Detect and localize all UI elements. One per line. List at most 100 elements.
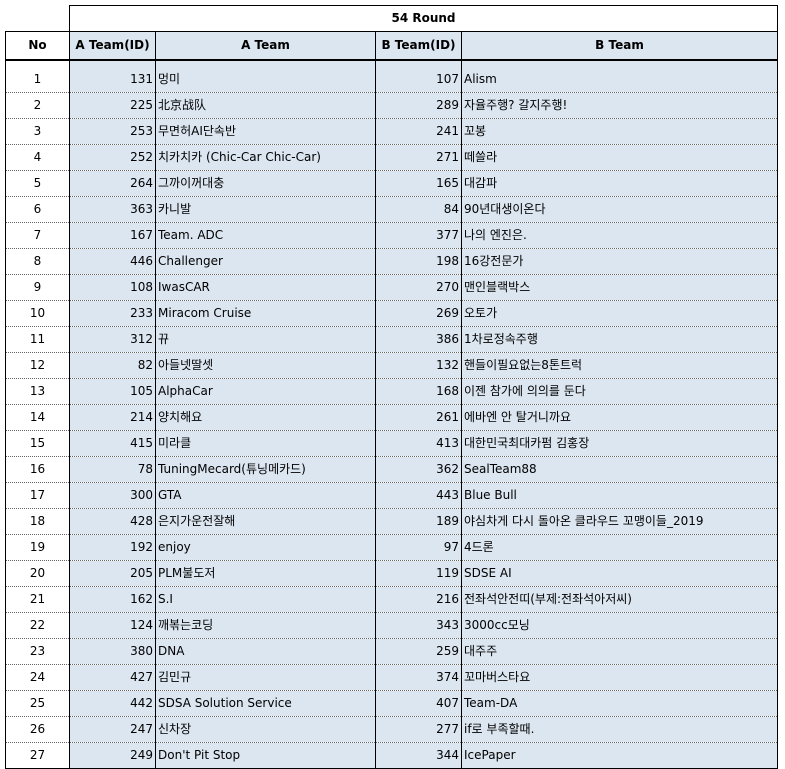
cell-b-team-id[interactable]: 198: [375, 248, 462, 275]
cell-a-team[interactable]: Don't Pit Stop: [155, 742, 376, 769]
cell-a-team-id[interactable]: 363: [69, 196, 156, 223]
cell-b-team-id[interactable]: 344: [375, 742, 462, 769]
cell-b-team-id[interactable]: 443: [375, 482, 462, 509]
cell-b-team[interactable]: 16강전문가: [461, 248, 778, 275]
cell-b-team-id[interactable]: 132: [375, 352, 462, 379]
cell-a-team-id[interactable]: 415: [69, 430, 156, 457]
cell-no[interactable]: 25: [5, 690, 70, 717]
cell-a-team[interactable]: 치카치카 (Chic-Car Chic-Car): [155, 144, 376, 171]
cell-no[interactable]: 26: [5, 716, 70, 743]
cell-a-team[interactable]: 그까이꺼대충: [155, 170, 376, 197]
cell-no[interactable]: 7: [5, 222, 70, 249]
cell-no[interactable]: 23: [5, 638, 70, 665]
cell-b-team[interactable]: 맨인블랙박스: [461, 274, 778, 301]
cell-b-team-id[interactable]: 119: [375, 560, 462, 587]
cell-b-team[interactable]: 90년대생이온다: [461, 196, 778, 223]
cell-no[interactable]: 13: [5, 378, 70, 405]
cell-a-team[interactable]: 김민규: [155, 664, 376, 691]
cell-b-team[interactable]: 전좌석안전띠(부제:전좌석아저씨): [461, 586, 778, 613]
cell-b-team[interactable]: 대한민국최대카펌 김홍장: [461, 430, 778, 457]
cell-no[interactable]: 4: [5, 144, 70, 171]
cell-b-team-id[interactable]: 413: [375, 430, 462, 457]
cell-a-team[interactable]: DNA: [155, 638, 376, 665]
cell-a-team-id[interactable]: 105: [69, 378, 156, 405]
cell-no[interactable]: 15: [5, 430, 70, 457]
cell-b-team[interactable]: SealTeam88: [461, 456, 778, 483]
cell-b-team-id[interactable]: 407: [375, 690, 462, 717]
cell-b-team-id[interactable]: 216: [375, 586, 462, 613]
cell-no[interactable]: 5: [5, 170, 70, 197]
cell-a-team-id[interactable]: 131: [69, 67, 156, 93]
cell-a-team-id[interactable]: 312: [69, 326, 156, 353]
cell-a-team[interactable]: Challenger: [155, 248, 376, 275]
header-a-team[interactable]: A Team: [155, 31, 376, 61]
cell-a-team[interactable]: PLM불도저: [155, 560, 376, 587]
cell-b-team[interactable]: 대주주: [461, 638, 778, 665]
cell-a-team[interactable]: 카니발: [155, 196, 376, 223]
cell-no[interactable]: 8: [5, 248, 70, 275]
cell-no[interactable]: 3: [5, 118, 70, 145]
cell-a-team-id[interactable]: 162: [69, 586, 156, 613]
cell-a-team-id[interactable]: 214: [69, 404, 156, 431]
cell-b-team-id[interactable]: 270: [375, 274, 462, 301]
cell-b-team-id[interactable]: 97: [375, 534, 462, 561]
cell-a-team-id[interactable]: 82: [69, 352, 156, 379]
cell-b-team[interactable]: 4드론: [461, 534, 778, 561]
cell-b-team-id[interactable]: 189: [375, 508, 462, 535]
cell-b-team[interactable]: Blue Bull: [461, 482, 778, 509]
cell-b-team[interactable]: 1차로정속주행: [461, 326, 778, 353]
cell-a-team-id[interactable]: 253: [69, 118, 156, 145]
cell-a-team[interactable]: 깨볶는코딩: [155, 612, 376, 639]
cell-a-team-id[interactable]: 108: [69, 274, 156, 301]
cell-a-team[interactable]: 멍미: [155, 67, 376, 93]
cell-b-team-id[interactable]: 386: [375, 326, 462, 353]
cell-b-team-id[interactable]: 261: [375, 404, 462, 431]
round-title[interactable]: 54 Round: [69, 5, 778, 32]
cell-a-team[interactable]: 미라클: [155, 430, 376, 457]
cell-a-team-id[interactable]: 300: [69, 482, 156, 509]
cell-b-team-id[interactable]: 277: [375, 716, 462, 743]
cell-b-team[interactable]: Team-DA: [461, 690, 778, 717]
cell-a-team-id[interactable]: 205: [69, 560, 156, 587]
cell-a-team-id[interactable]: 167: [69, 222, 156, 249]
cell-b-team-id[interactable]: 374: [375, 664, 462, 691]
cell-b-team[interactable]: SDSE AI: [461, 560, 778, 587]
cell-no[interactable]: 24: [5, 664, 70, 691]
cell-a-team[interactable]: Team. ADC: [155, 222, 376, 249]
cell-a-team[interactable]: S.I: [155, 586, 376, 613]
header-b-team-id[interactable]: B Team(ID): [375, 31, 462, 61]
cell-b-team-id[interactable]: 377: [375, 222, 462, 249]
cell-a-team-id[interactable]: 264: [69, 170, 156, 197]
cell-a-team-id[interactable]: 192: [69, 534, 156, 561]
cell-a-team-id[interactable]: 249: [69, 742, 156, 769]
cell-no[interactable]: 20: [5, 560, 70, 587]
cell-a-team[interactable]: 은지가운전잘해: [155, 508, 376, 535]
cell-b-team[interactable]: 꼬봉: [461, 118, 778, 145]
cell-a-team-id[interactable]: 446: [69, 248, 156, 275]
cell-b-team[interactable]: 핸들이필요없는8톤트럭: [461, 352, 778, 379]
cell-b-team[interactable]: 3000cc모닝: [461, 612, 778, 639]
cell-b-team[interactable]: 에바엔 안 탈거니까요: [461, 404, 778, 431]
cell-no[interactable]: 16: [5, 456, 70, 483]
cell-a-team-id[interactable]: 252: [69, 144, 156, 171]
cell-a-team-id[interactable]: 428: [69, 508, 156, 535]
cell-a-team[interactable]: TuningMecard(튜닝메카드): [155, 456, 376, 483]
cell-a-team[interactable]: GTA: [155, 482, 376, 509]
cell-b-team[interactable]: IcePaper: [461, 742, 778, 769]
cell-b-team-id[interactable]: 271: [375, 144, 462, 171]
cell-a-team[interactable]: 양치해요: [155, 404, 376, 431]
cell-b-team[interactable]: if로 부족할때.: [461, 716, 778, 743]
cell-a-team[interactable]: 신차장: [155, 716, 376, 743]
cell-b-team-id[interactable]: 107: [375, 67, 462, 93]
cell-a-team[interactable]: 무면허AI단속반: [155, 118, 376, 145]
cell-b-team-id[interactable]: 165: [375, 170, 462, 197]
cell-no[interactable]: 27: [5, 742, 70, 769]
cell-b-team-id[interactable]: 289: [375, 92, 462, 119]
cell-b-team-id[interactable]: 84: [375, 196, 462, 223]
cell-no[interactable]: 2: [5, 92, 70, 119]
cell-a-team[interactable]: IwasCAR: [155, 274, 376, 301]
cell-no[interactable]: 1: [5, 67, 70, 93]
cell-no[interactable]: 22: [5, 612, 70, 639]
cell-no[interactable]: 11: [5, 326, 70, 353]
header-b-team[interactable]: B Team: [461, 31, 778, 61]
